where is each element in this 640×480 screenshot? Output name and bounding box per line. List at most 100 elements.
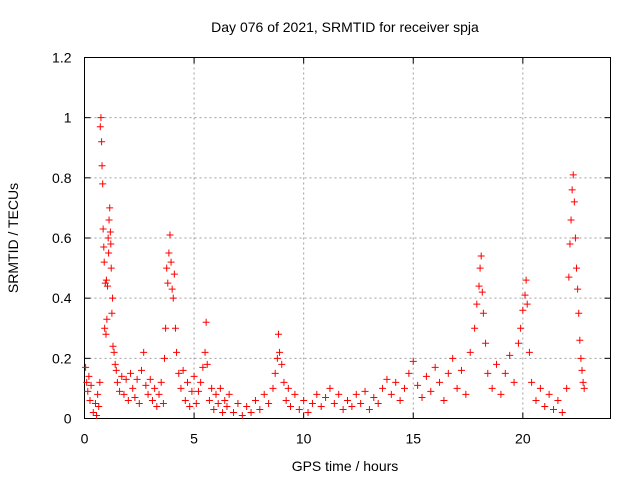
data-point: [477, 252, 485, 260]
data-point: [96, 123, 104, 131]
data-point: [106, 204, 114, 212]
data-point: [100, 258, 108, 266]
data-point: [287, 402, 295, 410]
data-point: [348, 402, 356, 410]
data-point: [104, 234, 112, 242]
data-point: [95, 402, 103, 410]
data-point: [576, 336, 584, 344]
data-point: [197, 378, 205, 386]
data-point: [170, 270, 178, 278]
data-point: [571, 234, 579, 242]
data-point: [276, 348, 284, 356]
data-point: [414, 381, 422, 389]
data-point: [265, 399, 273, 407]
data-point: [577, 354, 585, 362]
data-point: [101, 324, 109, 332]
data-point: [475, 282, 483, 290]
data-point: [493, 360, 501, 368]
data-point: [466, 348, 474, 356]
data-point: [194, 387, 202, 395]
data-point: [99, 180, 107, 188]
data-point: [190, 372, 198, 380]
data-point: [573, 264, 581, 272]
data-point: [175, 369, 183, 377]
ticks: 0 0.2 0.4 0.6 0.8 1 1.2 0 5 10 15 20: [52, 50, 611, 447]
data-point: [580, 384, 588, 392]
chart-title: Day 076 of 2021, SRMTID for receiver spj…: [211, 19, 479, 35]
data-point: [308, 399, 316, 407]
data-point: [116, 387, 124, 395]
data-point: [282, 396, 290, 404]
data-point: [514, 339, 522, 347]
data-point: [118, 372, 126, 380]
x-axis-title: GPS time / hours: [292, 458, 399, 474]
data-point: [431, 363, 439, 371]
data-point: [352, 390, 360, 398]
data-point: [201, 348, 209, 356]
data-point: [205, 396, 213, 404]
data-point: [98, 162, 106, 170]
data-point: [409, 357, 417, 365]
data-point: [171, 324, 179, 332]
data-point: [484, 369, 492, 377]
data-point: [108, 309, 116, 317]
data-point: [501, 369, 509, 377]
data-point: [256, 405, 264, 413]
data-point: [260, 390, 268, 398]
data-point: [214, 399, 222, 407]
data-point: [223, 402, 231, 410]
data-point: [379, 384, 387, 392]
data-point: [112, 366, 120, 374]
data-point: [221, 396, 229, 404]
data-point: [476, 264, 484, 272]
data-point: [247, 408, 255, 416]
data-point: [396, 396, 404, 404]
data-point: [365, 405, 373, 413]
data-point: [568, 186, 576, 194]
data-point: [326, 384, 334, 392]
data-point: [400, 384, 408, 392]
data-point: [457, 366, 465, 374]
data-point: [120, 390, 128, 398]
data-point: [575, 309, 583, 317]
data-point: [574, 285, 582, 293]
data-point: [192, 399, 200, 407]
data-point: [273, 354, 281, 362]
x-tick-label: 5: [190, 431, 198, 447]
data-point: [124, 396, 132, 404]
data-point: [444, 369, 452, 377]
data-point: [184, 378, 192, 386]
data-point: [163, 264, 171, 272]
data-point: [523, 300, 531, 308]
data-point: [243, 402, 251, 410]
data-point: [339, 405, 347, 413]
data-point: [322, 393, 330, 401]
data-point: [238, 411, 246, 419]
data-point: [545, 390, 553, 398]
data-point: [361, 387, 369, 395]
data-point: [107, 264, 115, 272]
data-point: [344, 396, 351, 404]
data-point: [135, 399, 143, 407]
data-point: [554, 396, 562, 404]
data-point: [144, 390, 152, 398]
data-point: [567, 216, 575, 224]
data-point: [105, 216, 113, 224]
data-point: [110, 348, 118, 356]
data-point: [166, 231, 174, 239]
data-point: [440, 396, 448, 404]
data-point: [300, 396, 308, 404]
data-point: [251, 396, 259, 404]
data-point: [317, 402, 325, 410]
data-point: [91, 399, 99, 407]
data-point: [541, 402, 549, 410]
data-point: [225, 390, 233, 398]
data-point: [159, 399, 167, 407]
y-tick-label: 1: [64, 110, 72, 126]
data-point: [335, 390, 343, 398]
data-point: [274, 330, 282, 338]
data-point: [478, 288, 486, 296]
data-point: [133, 375, 141, 383]
data-point: [104, 282, 112, 290]
